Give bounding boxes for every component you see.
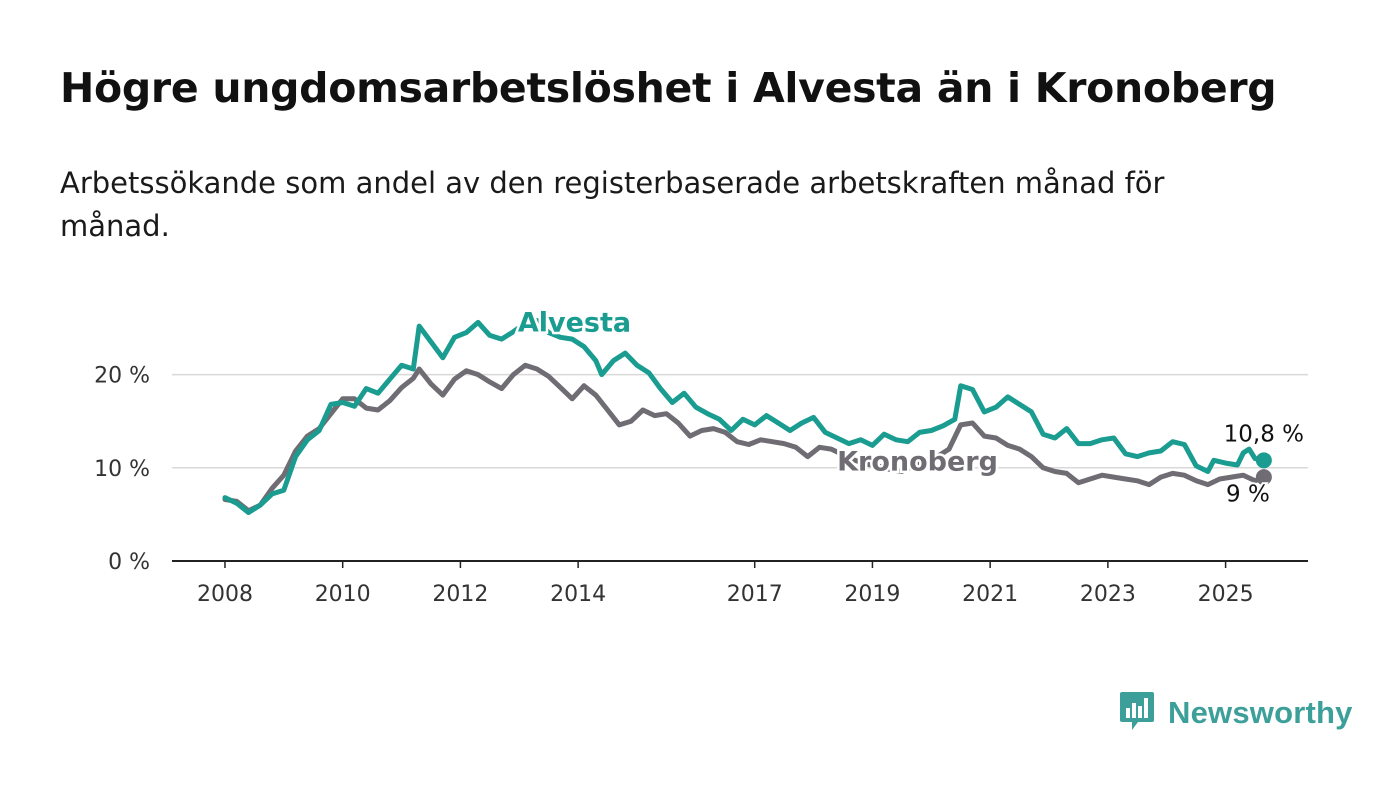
- series-name-kronoberg: Kronoberg: [837, 447, 998, 478]
- newsworthy-logo: Newsworthy: [1118, 690, 1353, 736]
- x-tick-label: 2021: [962, 582, 1018, 607]
- y-axis-tick-labels: 0 % 10 % 20 %: [94, 364, 150, 575]
- x-tick-label: 2012: [432, 582, 488, 607]
- chart-subtitle: Arbetssökande som andel av den registerb…: [60, 166, 1165, 243]
- series-end-markers: [1255, 452, 1272, 486]
- x-axis-tick-labels: 2008 2010 2012 2014 2017 2019 2021 2023 2025: [197, 561, 1254, 607]
- series-name-alvesta: Alvesta: [518, 308, 631, 339]
- x-tick-label: 2023: [1080, 582, 1136, 607]
- x-tick-label: 2008: [197, 582, 253, 607]
- y-tick-label: 20 %: [94, 364, 150, 389]
- x-tick-label: 2017: [727, 582, 783, 607]
- series-lines: [222, 318, 1267, 515]
- series-labels: Alvesta Kronoberg 10,8 % 9 %: [515, 305, 1306, 509]
- x-tick-label: 2025: [1198, 582, 1254, 607]
- chart-title: Högre ungdomsarbetslöshet i Alvesta än i…: [60, 64, 1277, 112]
- end-marker-kronoberg: [1255, 469, 1272, 486]
- newsworthy-logo-icon: [1120, 692, 1154, 730]
- end-marker-alvesta: [1255, 452, 1272, 469]
- y-tick-label: 10 %: [94, 457, 150, 482]
- end-value-alvesta: 10,8 %: [1224, 422, 1304, 448]
- gridlines: [172, 373, 1308, 562]
- y-tick-label: 0 %: [108, 550, 150, 575]
- x-tick-label: 2014: [550, 582, 606, 607]
- series-line-alvesta: [222, 318, 1267, 515]
- end-value-kronoberg: 9 %: [1226, 481, 1270, 507]
- x-tick-label: 2010: [315, 582, 371, 607]
- x-tick-label: 2019: [844, 582, 900, 607]
- series-line-kronoberg: [222, 362, 1267, 514]
- brand-name: Newsworthy: [1168, 695, 1353, 730]
